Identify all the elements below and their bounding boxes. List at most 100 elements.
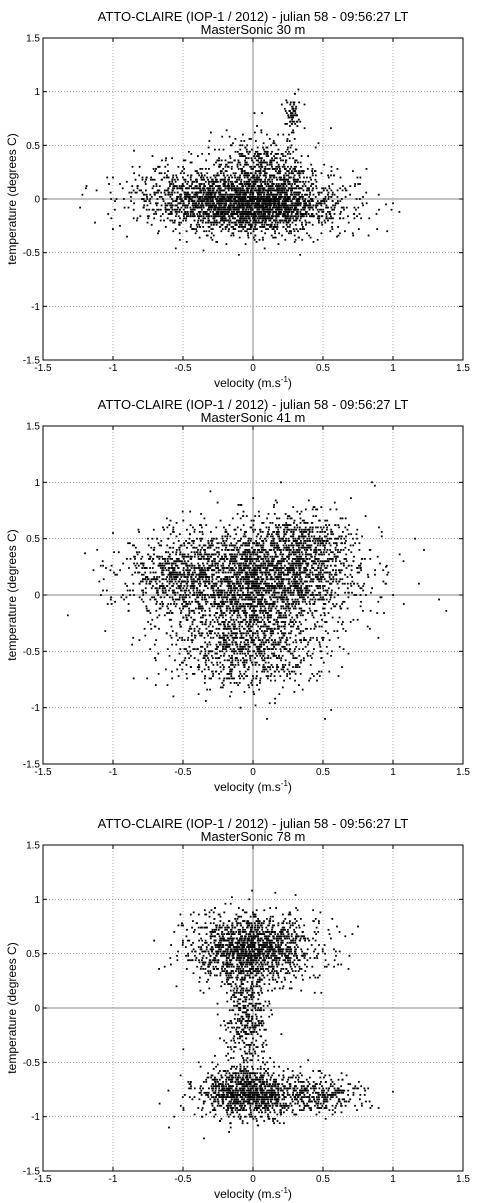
data-point — [182, 176, 184, 179]
data-point — [222, 219, 225, 222]
data-point — [251, 560, 254, 563]
data-point — [295, 204, 297, 207]
data-point — [292, 198, 294, 200]
data-point — [263, 247, 266, 250]
data-point — [331, 200, 334, 202]
data-point — [261, 185, 264, 187]
data-point — [322, 208, 325, 211]
data-point — [279, 157, 282, 160]
data-point — [251, 585, 254, 587]
data-point — [171, 612, 174, 614]
data-point — [323, 612, 326, 614]
data-point — [257, 193, 259, 196]
data-point — [205, 196, 208, 198]
data-point — [229, 202, 232, 205]
data-point — [220, 564, 223, 567]
data-point — [180, 193, 182, 196]
data-point — [308, 196, 310, 198]
data-point — [203, 230, 205, 233]
data-point — [271, 594, 274, 596]
data-point — [270, 234, 273, 237]
data-point — [264, 589, 266, 592]
data-point — [238, 236, 241, 239]
data-point — [290, 191, 293, 194]
data-point — [257, 221, 259, 224]
data-point — [274, 499, 277, 502]
data-point — [252, 191, 255, 194]
data-point — [289, 206, 292, 209]
data-point — [297, 230, 299, 233]
data-point — [253, 228, 255, 230]
data-point — [292, 571, 295, 574]
data-point — [246, 176, 249, 179]
data-point — [360, 600, 362, 603]
data-point — [199, 605, 202, 608]
data-point — [176, 191, 179, 194]
data-point — [234, 223, 237, 226]
data-point — [310, 544, 313, 547]
data-point — [295, 165, 297, 168]
data-point — [227, 189, 230, 192]
data-point — [215, 585, 218, 587]
data-point — [322, 596, 324, 599]
data-point — [304, 198, 307, 200]
data-point — [158, 555, 161, 558]
data-point — [151, 560, 154, 563]
data-point — [339, 176, 342, 179]
data-point — [268, 196, 271, 198]
data-point — [146, 196, 148, 198]
data-point — [218, 204, 221, 207]
data-point — [204, 185, 206, 187]
data-point — [307, 206, 310, 209]
data-point — [299, 161, 302, 164]
data-point — [203, 198, 206, 200]
data-point — [266, 163, 269, 166]
data-point — [191, 623, 194, 626]
data-point — [250, 138, 252, 140]
data-point — [148, 208, 151, 211]
data-point — [171, 578, 173, 581]
data-point — [254, 219, 256, 222]
data-point — [163, 219, 165, 222]
data-point — [224, 200, 226, 202]
data-point — [299, 567, 302, 569]
data-point — [240, 221, 243, 224]
data-point — [268, 200, 271, 202]
data-point — [265, 208, 268, 211]
data-point — [257, 589, 260, 592]
data-point — [287, 219, 290, 222]
data-point — [218, 589, 221, 592]
y-tick-label: 1.5 — [26, 34, 40, 45]
data-point — [158, 196, 161, 198]
data-point — [318, 215, 320, 218]
data-point — [286, 217, 289, 220]
data-point — [266, 183, 269, 185]
data-point — [225, 198, 227, 200]
data-point — [181, 183, 184, 185]
data-point — [210, 221, 213, 224]
data-point — [209, 185, 211, 187]
data-point — [223, 591, 226, 594]
data-point — [176, 208, 179, 211]
data-point — [220, 172, 222, 175]
data-point — [241, 569, 244, 572]
data-point — [239, 206, 242, 209]
data-point — [280, 587, 283, 590]
data-point — [329, 230, 332, 233]
data-point — [151, 187, 154, 190]
data-point — [283, 176, 286, 179]
data-point — [279, 191, 282, 194]
data-point — [221, 208, 223, 211]
data-point — [294, 114, 297, 117]
y-tick-label: 1 — [34, 87, 40, 98]
data-point — [174, 247, 177, 250]
data-point — [256, 206, 259, 209]
data-point — [297, 178, 299, 181]
data-point — [327, 211, 329, 213]
data-point — [200, 204, 203, 207]
data-point — [293, 103, 295, 106]
data-point — [180, 185, 183, 187]
data-point — [177, 206, 179, 209]
data-point — [291, 582, 294, 585]
y-tick-label: 0 — [34, 195, 40, 206]
